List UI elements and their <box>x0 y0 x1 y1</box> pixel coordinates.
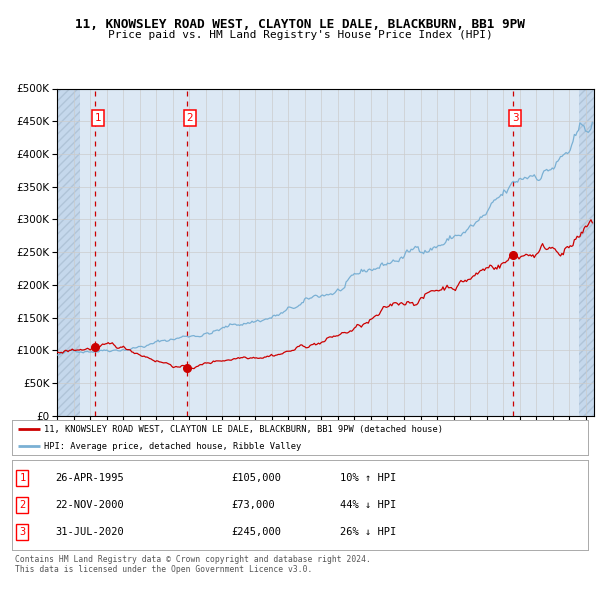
Bar <box>57 88 80 416</box>
Text: HPI: Average price, detached house, Ribble Valley: HPI: Average price, detached house, Ribb… <box>44 442 302 451</box>
Text: 3: 3 <box>512 113 518 123</box>
Text: Price paid vs. HM Land Registry's House Price Index (HPI): Price paid vs. HM Land Registry's House … <box>107 30 493 40</box>
Text: £105,000: £105,000 <box>231 473 281 483</box>
Text: 22-NOV-2000: 22-NOV-2000 <box>55 500 124 510</box>
Text: 11, KNOWSLEY ROAD WEST, CLAYTON LE DALE, BLACKBURN, BB1 9PW: 11, KNOWSLEY ROAD WEST, CLAYTON LE DALE,… <box>75 18 525 31</box>
Text: 2: 2 <box>187 113 193 123</box>
Text: 1: 1 <box>19 473 25 483</box>
Text: 44% ↓ HPI: 44% ↓ HPI <box>340 500 397 510</box>
Text: £245,000: £245,000 <box>231 527 281 537</box>
Text: 2: 2 <box>19 500 25 510</box>
Text: 10% ↑ HPI: 10% ↑ HPI <box>340 473 397 483</box>
Text: 31-JUL-2020: 31-JUL-2020 <box>55 527 124 537</box>
Text: 1: 1 <box>94 113 101 123</box>
Text: 26% ↓ HPI: 26% ↓ HPI <box>340 527 397 537</box>
Bar <box>579 88 594 416</box>
Text: 26-APR-1995: 26-APR-1995 <box>55 473 124 483</box>
Text: 3: 3 <box>19 527 25 537</box>
Text: 11, KNOWSLEY ROAD WEST, CLAYTON LE DALE, BLACKBURN, BB1 9PW (detached house): 11, KNOWSLEY ROAD WEST, CLAYTON LE DALE,… <box>44 425 443 434</box>
Text: £73,000: £73,000 <box>231 500 275 510</box>
Text: Contains HM Land Registry data © Crown copyright and database right 2024.
This d: Contains HM Land Registry data © Crown c… <box>15 555 371 574</box>
